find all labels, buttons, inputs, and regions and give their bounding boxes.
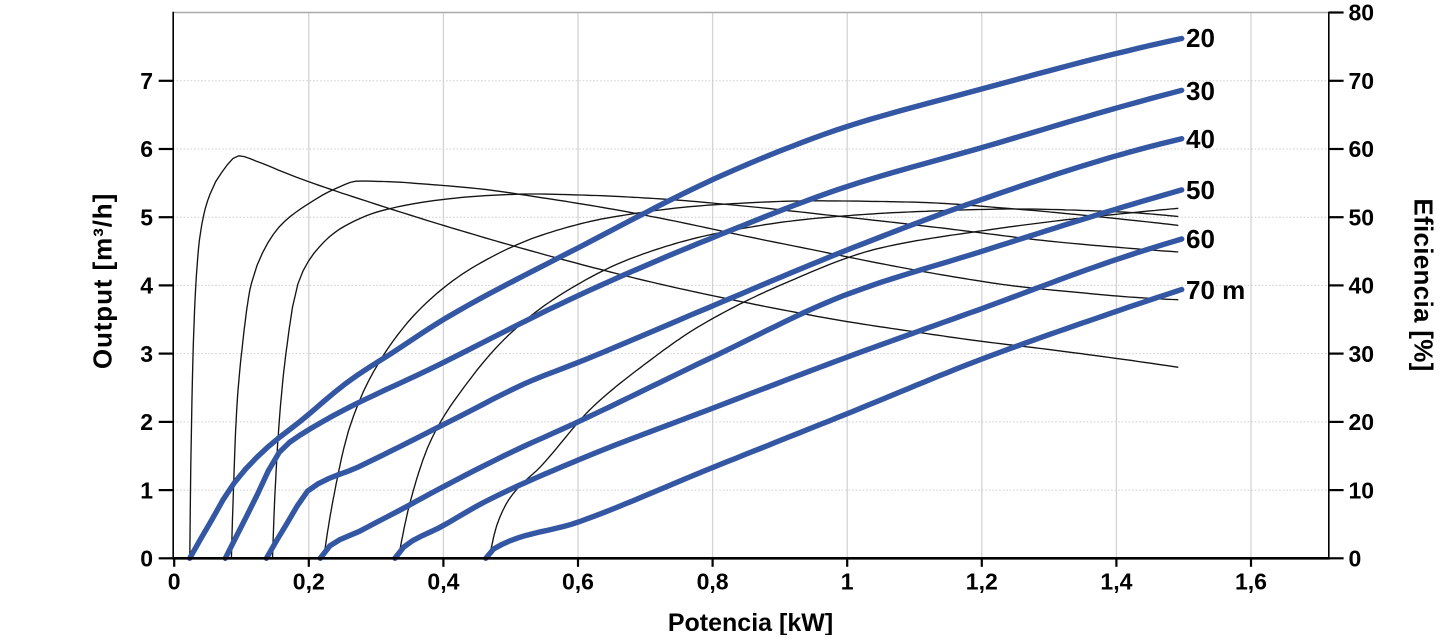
svg-text:20: 20 xyxy=(1186,23,1215,53)
svg-text:40: 40 xyxy=(1349,273,1375,299)
svg-text:2: 2 xyxy=(140,409,153,435)
svg-text:0: 0 xyxy=(140,546,153,572)
svg-text:Eficiencia [%]: Eficiencia [%] xyxy=(1409,198,1439,371)
svg-text:60: 60 xyxy=(1349,136,1375,162)
svg-text:30: 30 xyxy=(1349,341,1375,367)
svg-text:1: 1 xyxy=(841,569,854,595)
svg-text:0: 0 xyxy=(168,569,181,595)
svg-text:1,6: 1,6 xyxy=(1235,569,1267,595)
svg-text:80: 80 xyxy=(1349,0,1375,26)
svg-text:0,8: 0,8 xyxy=(697,569,729,595)
svg-text:50: 50 xyxy=(1186,175,1215,205)
svg-text:7: 7 xyxy=(140,68,153,94)
svg-text:1: 1 xyxy=(140,477,153,503)
svg-text:Output [m³/h]: Output [m³/h] xyxy=(88,193,118,369)
svg-text:60: 60 xyxy=(1186,224,1215,254)
svg-text:0,2: 0,2 xyxy=(293,569,325,595)
svg-text:70 m: 70 m xyxy=(1186,275,1245,305)
svg-text:20: 20 xyxy=(1349,409,1375,435)
svg-text:3: 3 xyxy=(140,341,153,367)
svg-text:5: 5 xyxy=(140,204,153,230)
svg-text:1,2: 1,2 xyxy=(966,569,998,595)
svg-text:70: 70 xyxy=(1349,68,1375,94)
svg-text:Potencia [kW]: Potencia [kW] xyxy=(668,609,833,635)
svg-text:6: 6 xyxy=(140,136,153,162)
svg-text:0,4: 0,4 xyxy=(427,569,459,595)
svg-text:4: 4 xyxy=(140,273,153,299)
svg-text:10: 10 xyxy=(1349,477,1375,503)
svg-text:0: 0 xyxy=(1349,546,1362,572)
svg-text:40: 40 xyxy=(1186,124,1215,154)
svg-text:30: 30 xyxy=(1186,76,1215,106)
svg-text:50: 50 xyxy=(1349,204,1375,230)
svg-text:0,6: 0,6 xyxy=(562,569,594,595)
svg-text:1,4: 1,4 xyxy=(1100,569,1132,595)
